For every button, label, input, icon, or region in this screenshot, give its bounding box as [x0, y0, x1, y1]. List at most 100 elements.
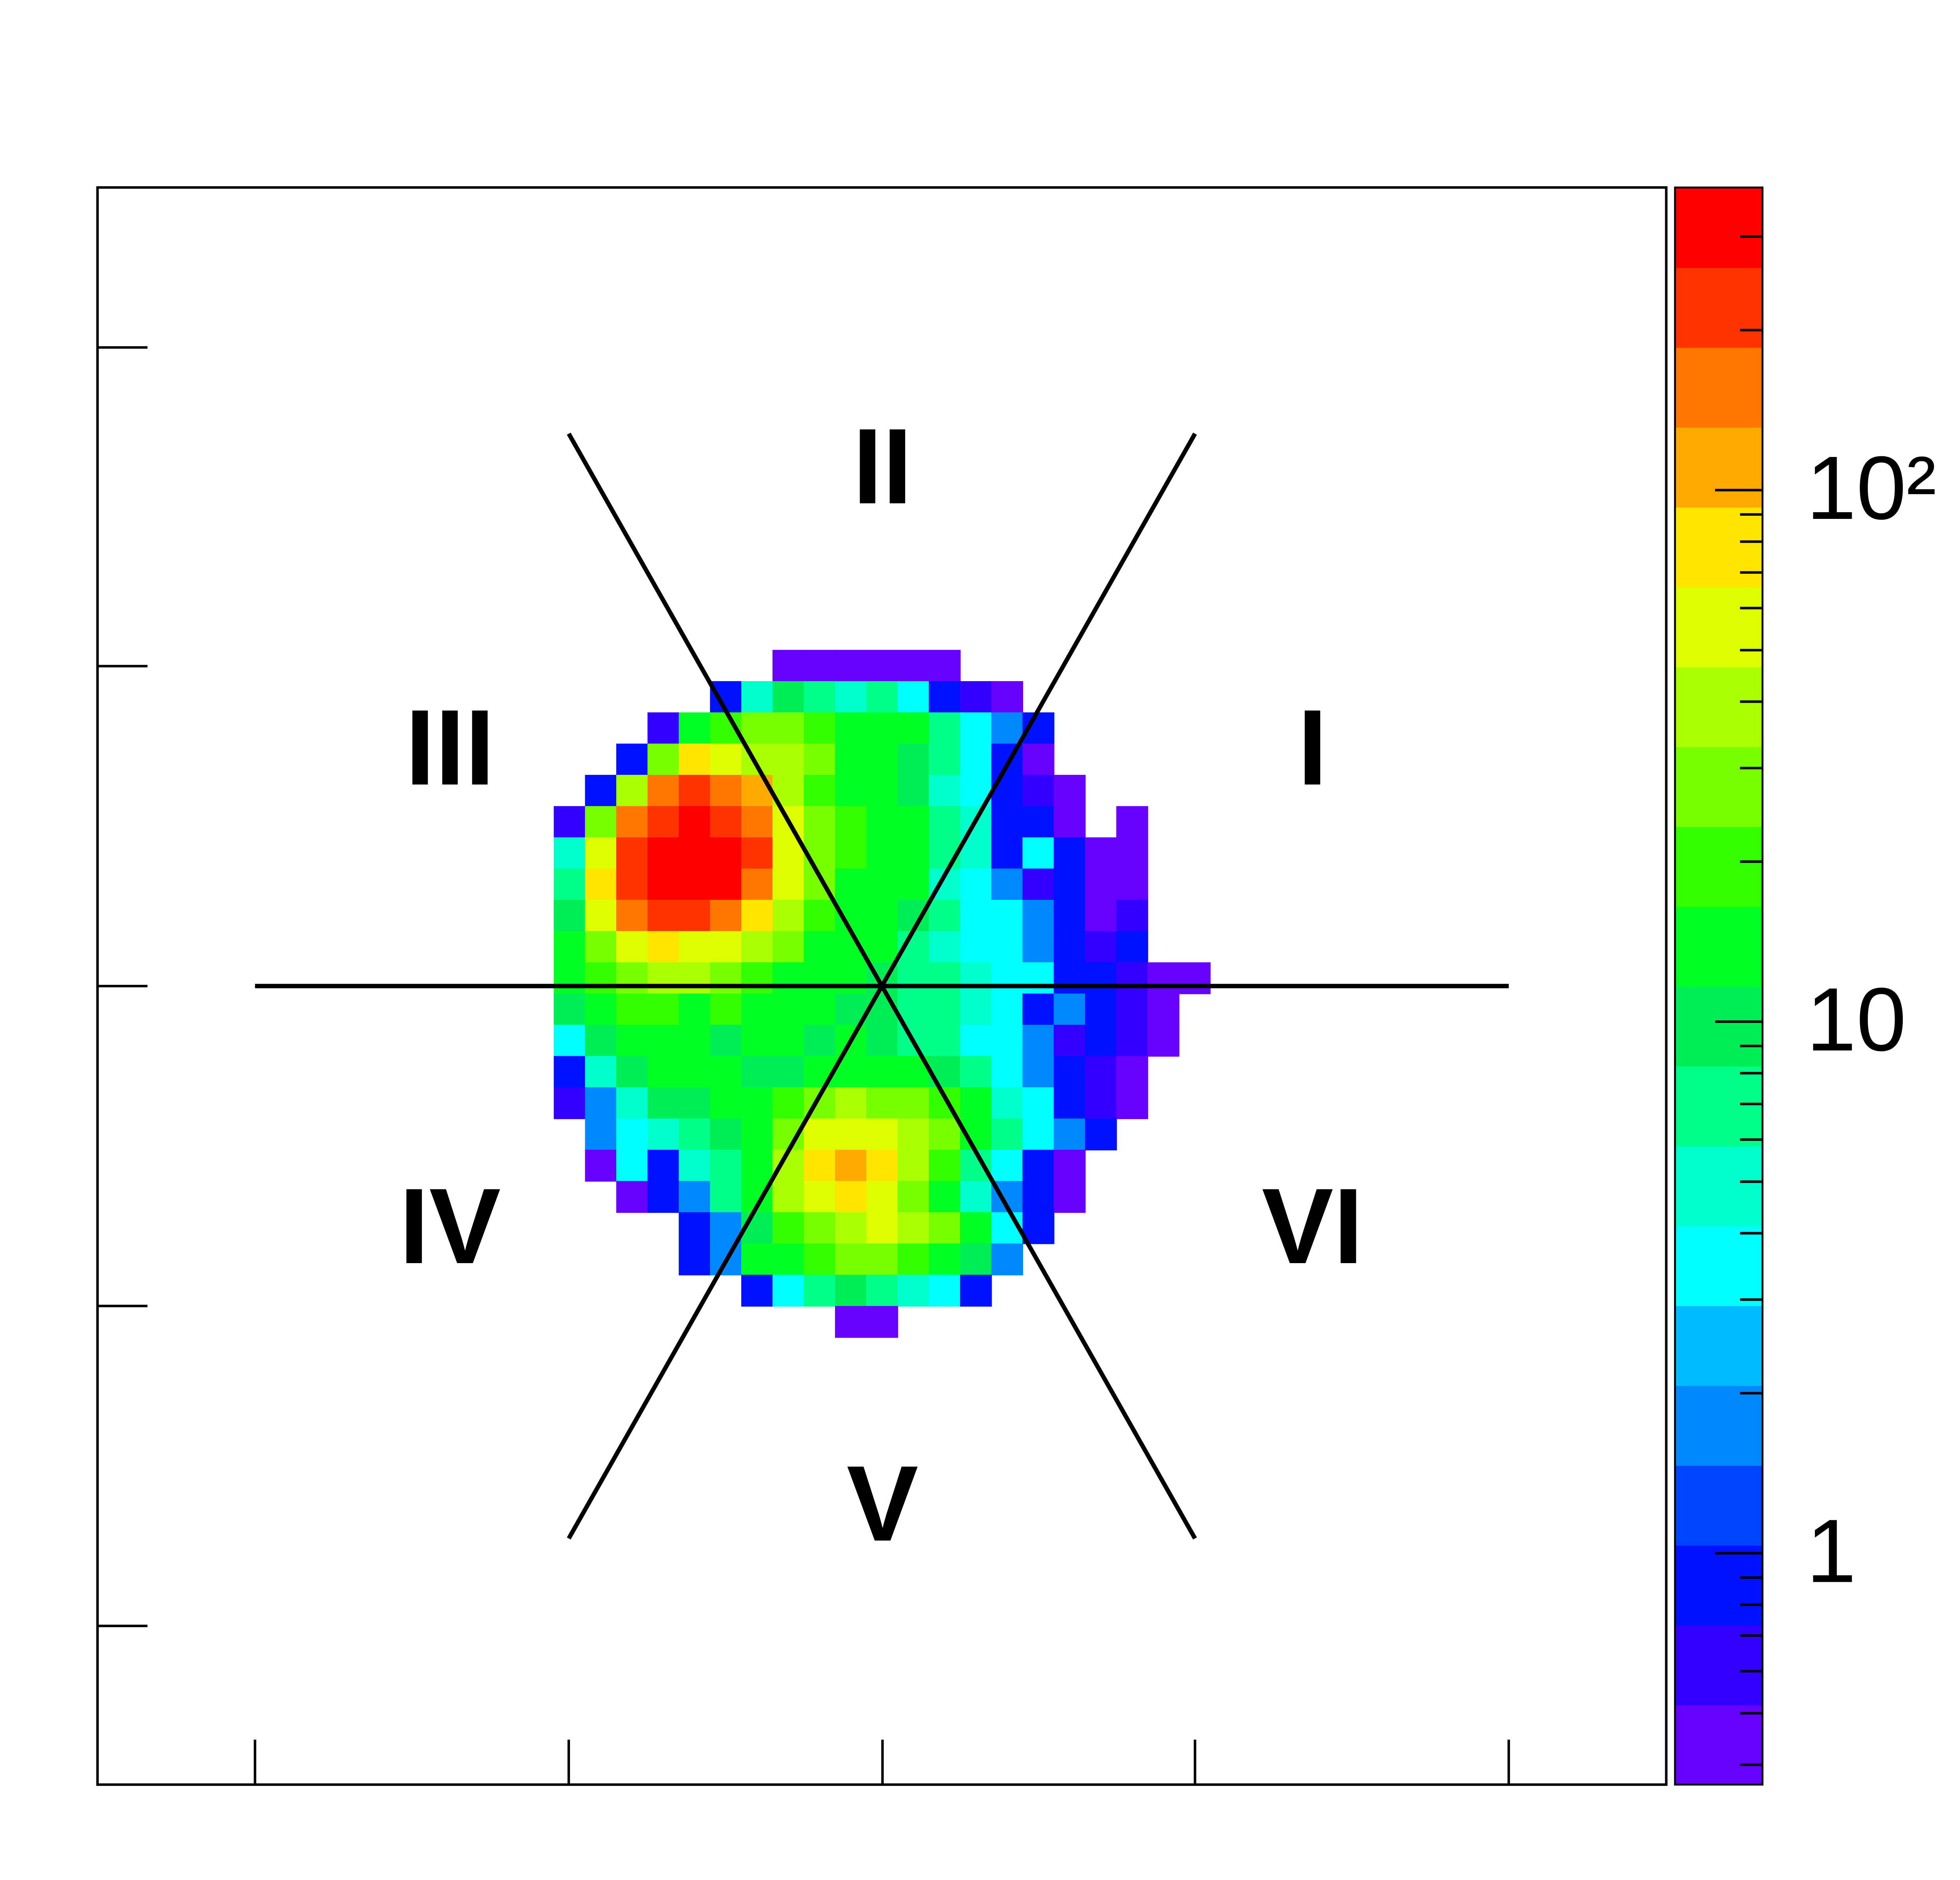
- heatmap-cell: [804, 931, 836, 963]
- heatmap-cell: [897, 681, 929, 713]
- heatmap-cell: [835, 868, 867, 901]
- heatmap-cell: [554, 993, 586, 1026]
- heatmap-cell: [897, 837, 929, 869]
- heatmap-cell: [1147, 993, 1180, 1026]
- color-band: [1675, 427, 1763, 508]
- heatmap-cell: [960, 1243, 992, 1276]
- heatmap-cell: [1085, 993, 1117, 1026]
- heatmap-cell: [866, 712, 898, 744]
- heatmap-cell: [866, 899, 898, 932]
- heatmap-cell: [991, 775, 1024, 807]
- heatmap-cell: [1022, 1181, 1054, 1213]
- heatmap-cell: [1054, 806, 1086, 838]
- heatmap-cell: [710, 775, 742, 807]
- heatmap-cell: [1116, 931, 1148, 963]
- heatmap-cell: [835, 681, 867, 713]
- heatmap-cell: [929, 743, 961, 776]
- heatmap-cell: [772, 1056, 804, 1088]
- heatmap-cell: [647, 1119, 680, 1151]
- heatmap-cell: [741, 1149, 773, 1182]
- heatmap-cell: [991, 1087, 1024, 1119]
- heatmap-cell: [647, 1087, 680, 1119]
- heatmap-cell: [1085, 899, 1117, 932]
- heatmap-cell: [866, 806, 898, 838]
- heatmap-cell: [960, 1212, 992, 1244]
- heatmap-cell: [1085, 1119, 1117, 1151]
- heatmap-cell: [929, 650, 961, 682]
- heatmap-cell: [929, 1243, 961, 1276]
- heatmap-cell: [647, 1181, 680, 1213]
- heatmap-cell: [897, 806, 929, 838]
- heatmap-cell: [585, 931, 617, 963]
- heatmap-cell: [929, 1181, 961, 1213]
- heatmap-cell: [585, 775, 617, 807]
- heatmap-cell: [991, 1243, 1024, 1276]
- heatmap-cell: [741, 712, 773, 744]
- heatmap-cell: [991, 1119, 1024, 1151]
- heatmap-cell: [741, 1024, 773, 1057]
- heatmap-cell: [991, 931, 1024, 963]
- heatmap-cell: [1022, 868, 1054, 901]
- heatmap-cell: [1022, 931, 1054, 963]
- heatmap-cell: [679, 837, 711, 869]
- heatmap-cell: [741, 1056, 773, 1088]
- heatmap-cell: [679, 1056, 711, 1088]
- heatmap-cell: [960, 1056, 992, 1088]
- heatmap-cell: [679, 868, 711, 901]
- heatmap-cell: [647, 775, 680, 807]
- heatmap-cell: [710, 1024, 742, 1057]
- color-band: [1675, 1704, 1763, 1786]
- heatmap-cell: [804, 1181, 836, 1213]
- heatmap-cell: [929, 681, 961, 713]
- heatmap-cell: [616, 993, 648, 1026]
- heatmap-cell: [1085, 962, 1117, 994]
- heatmap-cell: [616, 1119, 648, 1151]
- heatmap-cell: [1022, 1119, 1054, 1151]
- heatmap-cell: [929, 712, 961, 744]
- heatmap-cell: [710, 1181, 742, 1213]
- heatmap-cell: [616, 1149, 648, 1182]
- color-band: [1675, 1625, 1763, 1706]
- heatmap-cell: [679, 993, 711, 1026]
- heatmap-cell: [1085, 837, 1117, 869]
- heatmap-cell: [929, 775, 961, 807]
- heatmap-cell: [1054, 1087, 1086, 1119]
- heatmap-cell: [741, 837, 773, 869]
- heatmap-cell: [866, 1243, 898, 1276]
- heatmap-cell: [991, 837, 1024, 869]
- heatmap-cell: [991, 868, 1024, 901]
- color-band: [1675, 587, 1763, 667]
- heatmap-cell: [554, 899, 586, 932]
- heatmap-cell: [897, 1087, 929, 1119]
- heatmap-cell: [1085, 1024, 1117, 1057]
- heatmap-cell: [647, 1149, 680, 1182]
- heatmap-cell: [616, 1087, 648, 1119]
- heatmap-cell: [647, 931, 680, 963]
- heatmap-cell: [897, 712, 929, 744]
- heatmap-cell: [804, 743, 836, 776]
- heatmap-cell: [1022, 775, 1054, 807]
- heatmap-cell: [804, 1274, 836, 1307]
- heatmap-cell: [929, 1119, 961, 1151]
- heatmap-cell: [866, 681, 898, 713]
- heatmap-cell: [616, 1024, 648, 1057]
- heatmap-cell: [804, 1243, 836, 1276]
- heatmap-cell: [554, 931, 586, 963]
- heatmap-cell: [616, 962, 648, 994]
- heatmap-cell: [804, 899, 836, 932]
- heatmap-cell: [991, 712, 1024, 744]
- heatmap-cell: [897, 1274, 929, 1307]
- heatmap-cell: [866, 1212, 898, 1244]
- heatmap-cell: [741, 1119, 773, 1151]
- heatmap-cell: [1022, 1024, 1054, 1057]
- heatmap-cell: [741, 868, 773, 901]
- heatmap-cell: [866, 775, 898, 807]
- heatmap: [554, 650, 1211, 1338]
- heatmap-cell: [835, 743, 867, 776]
- heatmap-cell: [679, 743, 711, 776]
- heatmap-cell: [710, 1056, 742, 1088]
- heatmap-cell: [960, 962, 992, 994]
- heatmap-cell: [647, 743, 680, 776]
- heatmap-cell: [929, 899, 961, 932]
